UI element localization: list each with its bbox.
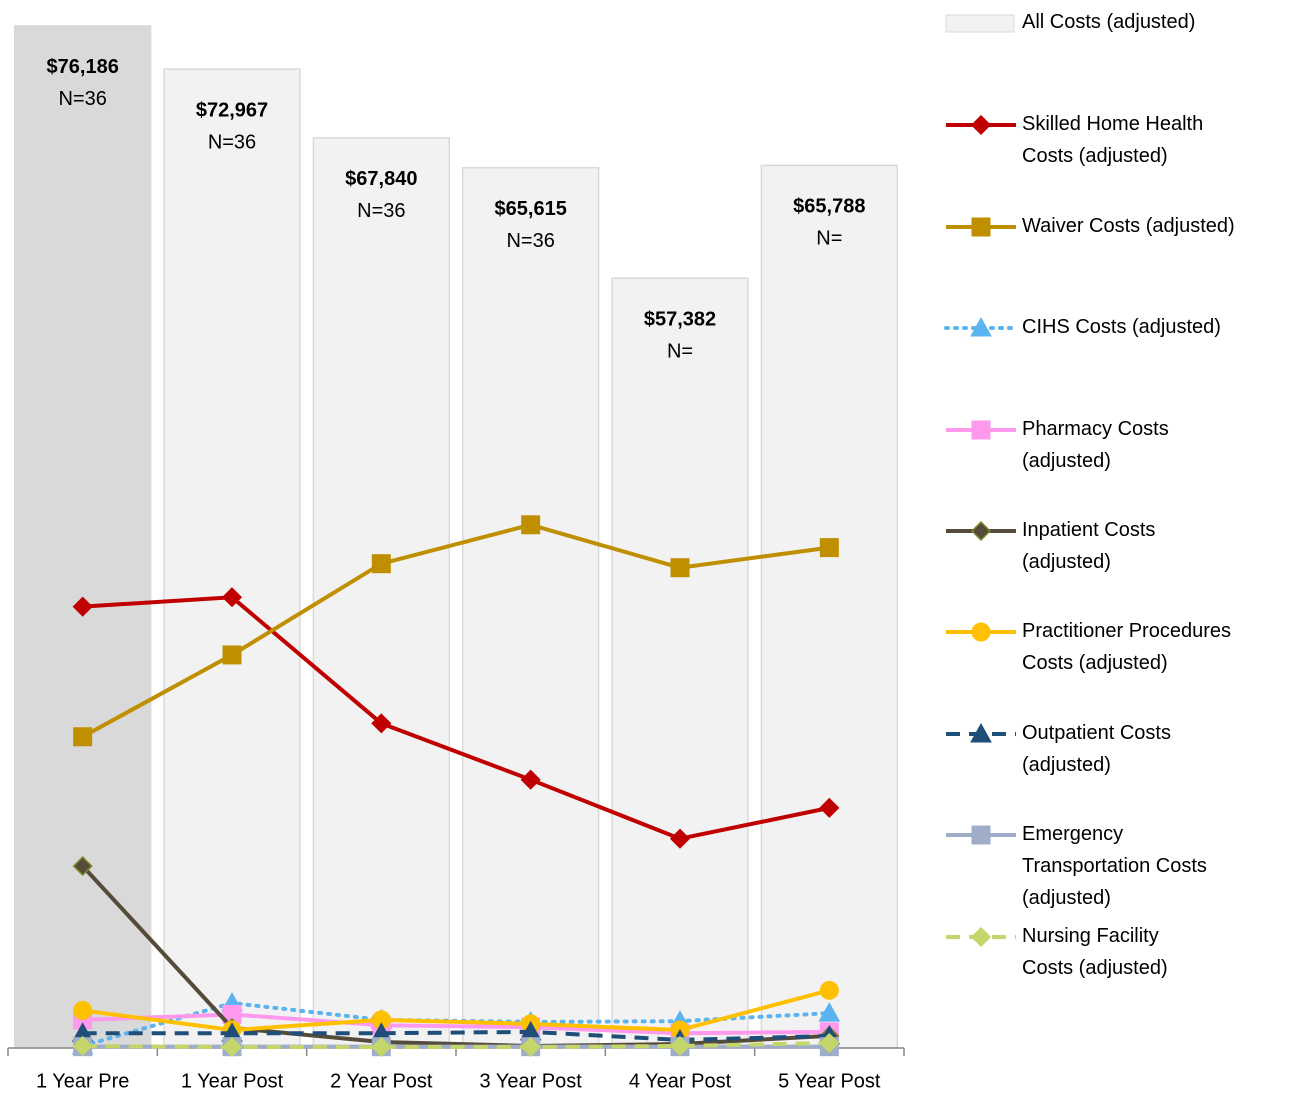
marker — [970, 926, 992, 948]
marker — [371, 713, 392, 734]
x-tick-label: 2 Year Post — [330, 1070, 433, 1092]
marker — [818, 1002, 841, 1022]
legend-label-line: Inpatient Costs — [1022, 519, 1155, 541]
marker — [73, 727, 93, 747]
marker — [970, 316, 992, 337]
legend-label-line: CIHS Costs (adjusted) — [1022, 316, 1221, 338]
bar — [760, 164, 899, 1049]
series-line — [82, 1012, 830, 1036]
legend-label-line: Pharmacy Costs — [1022, 418, 1169, 440]
legend-label-line: (adjusted) — [1022, 551, 1111, 573]
marker — [971, 622, 991, 642]
legend-label-line: Costs (adjusted) — [1022, 145, 1168, 167]
marker — [371, 554, 391, 574]
bar — [13, 25, 152, 1049]
bar-count-label: N=36 — [208, 131, 256, 153]
legend-label: Practitioner Procedures Costs (adjusted) — [1022, 620, 1231, 674]
legend-label-line: Practitioner Procedures — [1022, 620, 1231, 642]
x-tick-label: 3 Year Post — [480, 1070, 583, 1092]
legend-label-line: Nursing Facility — [1022, 925, 1159, 947]
marker — [669, 1035, 691, 1057]
legend-label: Outpatient Costs (adjusted) — [1022, 722, 1171, 776]
x-tick-label: 4 Year Post — [629, 1070, 732, 1092]
legend-label: Waiver Costs (adjusted) — [1022, 215, 1235, 237]
marker — [970, 722, 992, 743]
x-tick-label: 1 Year Post — [181, 1070, 284, 1092]
bar-value-label: $72,967 — [196, 99, 268, 121]
legend-label-line: Costs (adjusted) — [1022, 652, 1168, 674]
marker — [971, 217, 991, 237]
marker — [521, 515, 541, 535]
marker — [72, 1035, 93, 1057]
legend-label: Inpatient Costs (adjusted) — [1022, 519, 1155, 573]
bar-value-label: $65,615 — [495, 198, 567, 220]
legend-swatch — [945, 14, 1015, 33]
bar-count-label: N=36 — [357, 200, 405, 222]
bar-count-label: N=36 — [58, 88, 106, 110]
legend-label-line: All Costs (adjusted) — [1022, 11, 1195, 33]
marker — [371, 1036, 392, 1058]
marker — [970, 114, 992, 136]
legend-label-line: (adjusted) — [1022, 887, 1111, 909]
series — [72, 1032, 840, 1058]
marker — [819, 1032, 840, 1054]
legend-label-line: Transportation Costs — [1022, 855, 1207, 877]
series — [72, 587, 840, 849]
marker — [221, 1036, 243, 1058]
bar-value-label: $57,382 — [644, 308, 716, 330]
marker — [670, 558, 690, 578]
series-line — [82, 1041, 830, 1050]
marker — [819, 980, 839, 1000]
legend-label-line: Waiver Costs (adjusted) — [1022, 215, 1235, 237]
bar — [461, 166, 600, 1049]
series-line — [82, 988, 830, 1033]
legend-label-line: Emergency — [1022, 823, 1123, 845]
series-line — [82, 595, 830, 841]
marker — [222, 645, 242, 665]
bar-count-label: N= — [816, 228, 842, 250]
legend-label: Pharmacy Costs (adjusted) — [1022, 418, 1169, 472]
series-line — [81, 864, 830, 1048]
bar-count-label: N=36 — [506, 230, 554, 252]
marker — [819, 538, 839, 558]
bar-count-label: N= — [667, 340, 693, 362]
marker — [73, 1000, 93, 1020]
series-line — [81, 522, 830, 739]
marker — [520, 1036, 541, 1058]
legend-label: CIHS Costs (adjusted) — [1022, 316, 1221, 338]
legend-label: Emergency Transportation Costs (adjusted) — [1022, 823, 1207, 909]
marker — [971, 825, 991, 845]
legend-label: Skilled Home Health Costs (adjusted) — [1022, 113, 1203, 167]
bar — [163, 68, 301, 1049]
bar-value-label: $76,186 — [47, 56, 119, 78]
bar — [611, 277, 749, 1049]
legend-label-line: Outpatient Costs — [1022, 722, 1171, 744]
marker — [819, 797, 840, 818]
marker — [72, 596, 93, 617]
series — [73, 515, 839, 747]
marker — [669, 828, 691, 849]
legend-label: Nursing Facility Costs (adjusted) — [1022, 925, 1168, 979]
legend-label-line: (adjusted) — [1022, 754, 1111, 776]
marker — [520, 769, 541, 790]
x-tick-label: 1 Year Pre — [36, 1070, 129, 1092]
x-tick-label: 5 Year Post — [778, 1070, 881, 1092]
marker — [971, 420, 991, 440]
legend-label-line: (adjusted) — [1022, 450, 1111, 472]
legend-label-line: Skilled Home Health — [1022, 113, 1203, 135]
marker — [970, 520, 992, 542]
series-line — [82, 1029, 830, 1042]
legend-label: All Costs (adjusted) — [1022, 11, 1195, 33]
bar-value-label: $65,788 — [793, 196, 865, 218]
marker — [72, 856, 93, 877]
bar-value-label: $67,840 — [345, 168, 417, 190]
marker — [221, 587, 243, 608]
legend-label-line: Costs (adjusted) — [1022, 957, 1168, 979]
